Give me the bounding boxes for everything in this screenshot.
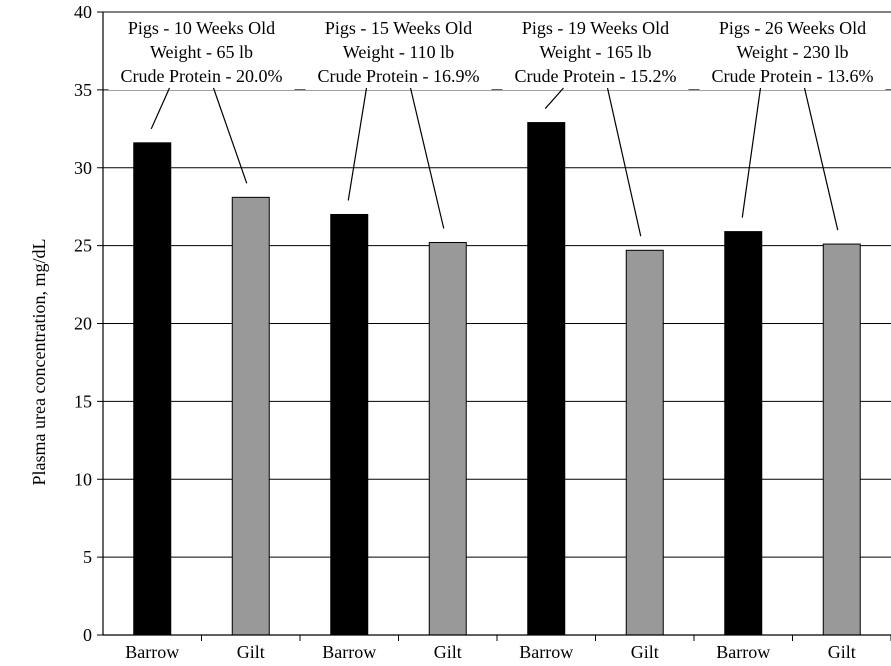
annotation-box: [502, 14, 689, 90]
y-tick-label: 40: [74, 2, 92, 22]
y-tick-label: 5: [83, 547, 92, 567]
annotation-leader-line: [409, 87, 445, 229]
bar-gilt: [428, 242, 467, 636]
bar-gilt: [822, 243, 861, 636]
annotations: Pigs - 10 Weeks Old Weight - 65 lb Crude P…: [108, 14, 886, 237]
x-tick-label: Gilt: [828, 642, 856, 662]
gridlines: [103, 11, 891, 558]
annotation-line: Weight - 165 lb: [539, 42, 651, 62]
x-tick-label: Barrow: [125, 642, 179, 662]
y-tick-label: 30: [74, 158, 92, 178]
annotation-line: Weight - 65 lb: [150, 42, 253, 62]
annotation-leader-line: [347, 87, 368, 201]
annotation-leader-line: [212, 87, 248, 184]
bar-gilt: [231, 196, 270, 636]
annotation-line: Weight - 230 lb: [736, 42, 848, 62]
annotation-line: Pigs - 10 Weeks Old: [128, 18, 275, 38]
y-tick-label: 0: [83, 625, 92, 645]
x-tick-label: Gilt: [631, 642, 659, 662]
y-axis-title: Plasma urea concentration, mg/dL: [29, 239, 49, 486]
axes: 0 5 10 15 20 25 30 35 40 Barrow Gilt Barrow Gilt Barr…: [74, 2, 891, 662]
x-tick-label: Gilt: [237, 642, 265, 662]
bar-gilt: [625, 249, 664, 636]
y-tick-label: 35: [74, 80, 92, 100]
annotation-leader-line: [606, 87, 642, 237]
annotation-box: [305, 14, 492, 90]
annotation-line: Crude Protein - 16.9%: [318, 66, 480, 86]
y-tick-label: 10: [74, 469, 92, 489]
annotation-leader-line: [803, 87, 839, 231]
annotation-box: [699, 14, 886, 90]
annotation-box: [108, 14, 295, 90]
annotation-leader-line: [741, 87, 762, 218]
annotation-line: Pigs - 19 Weeks Old: [522, 18, 669, 38]
x-tick-label: Barrow: [716, 642, 770, 662]
annotation-line: Crude Protein - 15.2%: [515, 66, 677, 86]
x-tick-label: Barrow: [322, 642, 376, 662]
annotation-leader-line: [150, 87, 171, 130]
y-tick-label: 25: [74, 236, 92, 256]
x-tick-label: Gilt: [434, 642, 462, 662]
bar-barrow: [724, 231, 763, 636]
bar-barrow: [527, 122, 566, 636]
annotation-line: Weight - 110 lb: [343, 42, 454, 62]
x-tick-label: Barrow: [519, 642, 573, 662]
annotation-leader-line: [544, 87, 564, 109]
y-tick-label: 15: [74, 391, 92, 411]
bars: [133, 122, 861, 636]
y-tick-label: 20: [74, 314, 92, 334]
annotation-line: Crude Protein - 13.6%: [712, 66, 874, 86]
bar-barrow: [133, 142, 172, 636]
annotation-line: Crude Protein - 20.0%: [121, 66, 283, 86]
bar-barrow: [330, 213, 369, 636]
annotation-line: Pigs - 15 Weeks Old: [325, 18, 472, 38]
annotation-line: Pigs - 26 Weeks Old: [719, 18, 866, 38]
